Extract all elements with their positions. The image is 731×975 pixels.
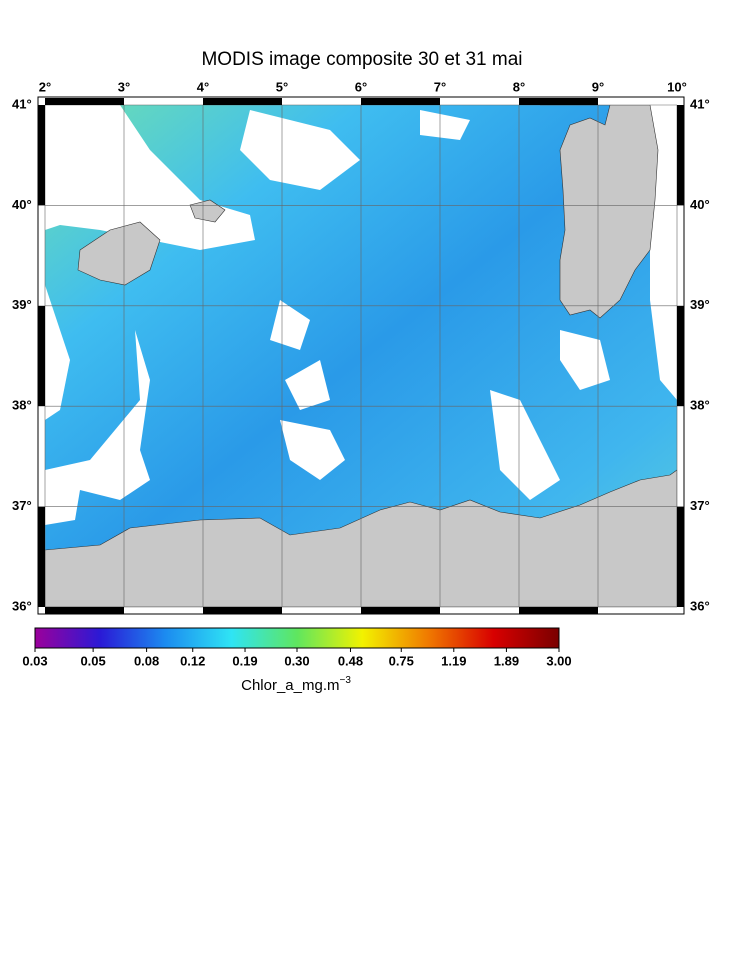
lat-tick-label-right: 37° (690, 498, 710, 513)
lat-tick-label: 40° (12, 197, 32, 212)
lon-tick-label: 7° (434, 79, 446, 94)
colorbar (34, 627, 560, 649)
frame-band (38, 506, 45, 607)
map-frame (37, 96, 685, 615)
frame-band (677, 105, 684, 206)
colorbar-tick-label: 0.75 (389, 653, 414, 668)
lat-tick-label: 39° (12, 297, 32, 312)
frame-band (203, 607, 282, 614)
frame-band (38, 105, 45, 206)
title: MODIS image composite 30 et 31 mai (201, 49, 522, 70)
frame-band (519, 98, 598, 105)
lat-tick-label: 41° (12, 96, 32, 111)
frame-band (519, 607, 598, 614)
lat-tick-label-right: 39° (690, 297, 710, 312)
lon-tick-label: 8° (513, 79, 525, 94)
colorbar-tick-label: 0.30 (284, 653, 309, 668)
colorbar-tick-label: 0.12 (180, 653, 205, 668)
lon-tick-label: 5° (276, 79, 288, 94)
frame-band (677, 506, 684, 607)
lon-tick-label: 3° (118, 79, 130, 94)
colorbar-tick-label: 1.89 (494, 653, 519, 668)
colorbar-tick-label: 1.19 (441, 653, 466, 668)
lon-tick-label: 6° (355, 79, 367, 94)
lat-tick-label-right: 41° (690, 96, 710, 111)
lon-tick-label: 10° (667, 79, 687, 94)
lat-tick-label-right: 40° (690, 197, 710, 212)
lon-tick-label: 2° (39, 79, 51, 94)
lat-tick-label: 38° (12, 398, 32, 413)
frame-band (361, 607, 440, 614)
lat-tick-label-right: 36° (690, 598, 710, 613)
frame-band (361, 98, 440, 105)
frame-band (45, 98, 124, 105)
lon-tick-label: 9° (592, 79, 604, 94)
units-label: Chlor_a_mg.m−3 (241, 675, 351, 694)
lat-tick-label-right: 38° (690, 398, 710, 413)
units-exponent: −3 (339, 675, 351, 686)
frame-band (45, 607, 124, 614)
colorbar-tick-label: 0.48 (338, 653, 363, 668)
colorbar-tick-label: 0.19 (232, 653, 257, 668)
lon-tick-label: 4° (197, 79, 209, 94)
lat-tick-label: 36° (12, 598, 32, 613)
colorbar-tick-label: 3.00 (546, 653, 571, 668)
frame-band (677, 305, 684, 407)
lat-tick-label: 37° (12, 498, 32, 513)
colorbar-tick-label: 0.05 (80, 653, 105, 668)
frame-band (203, 98, 282, 105)
units: Chlor_a_mg.m (241, 677, 339, 694)
colorbar-tick-label: 0.03 (22, 653, 47, 668)
colorbar-tick-label: 0.08 (134, 653, 159, 668)
frame-band (38, 305, 45, 407)
